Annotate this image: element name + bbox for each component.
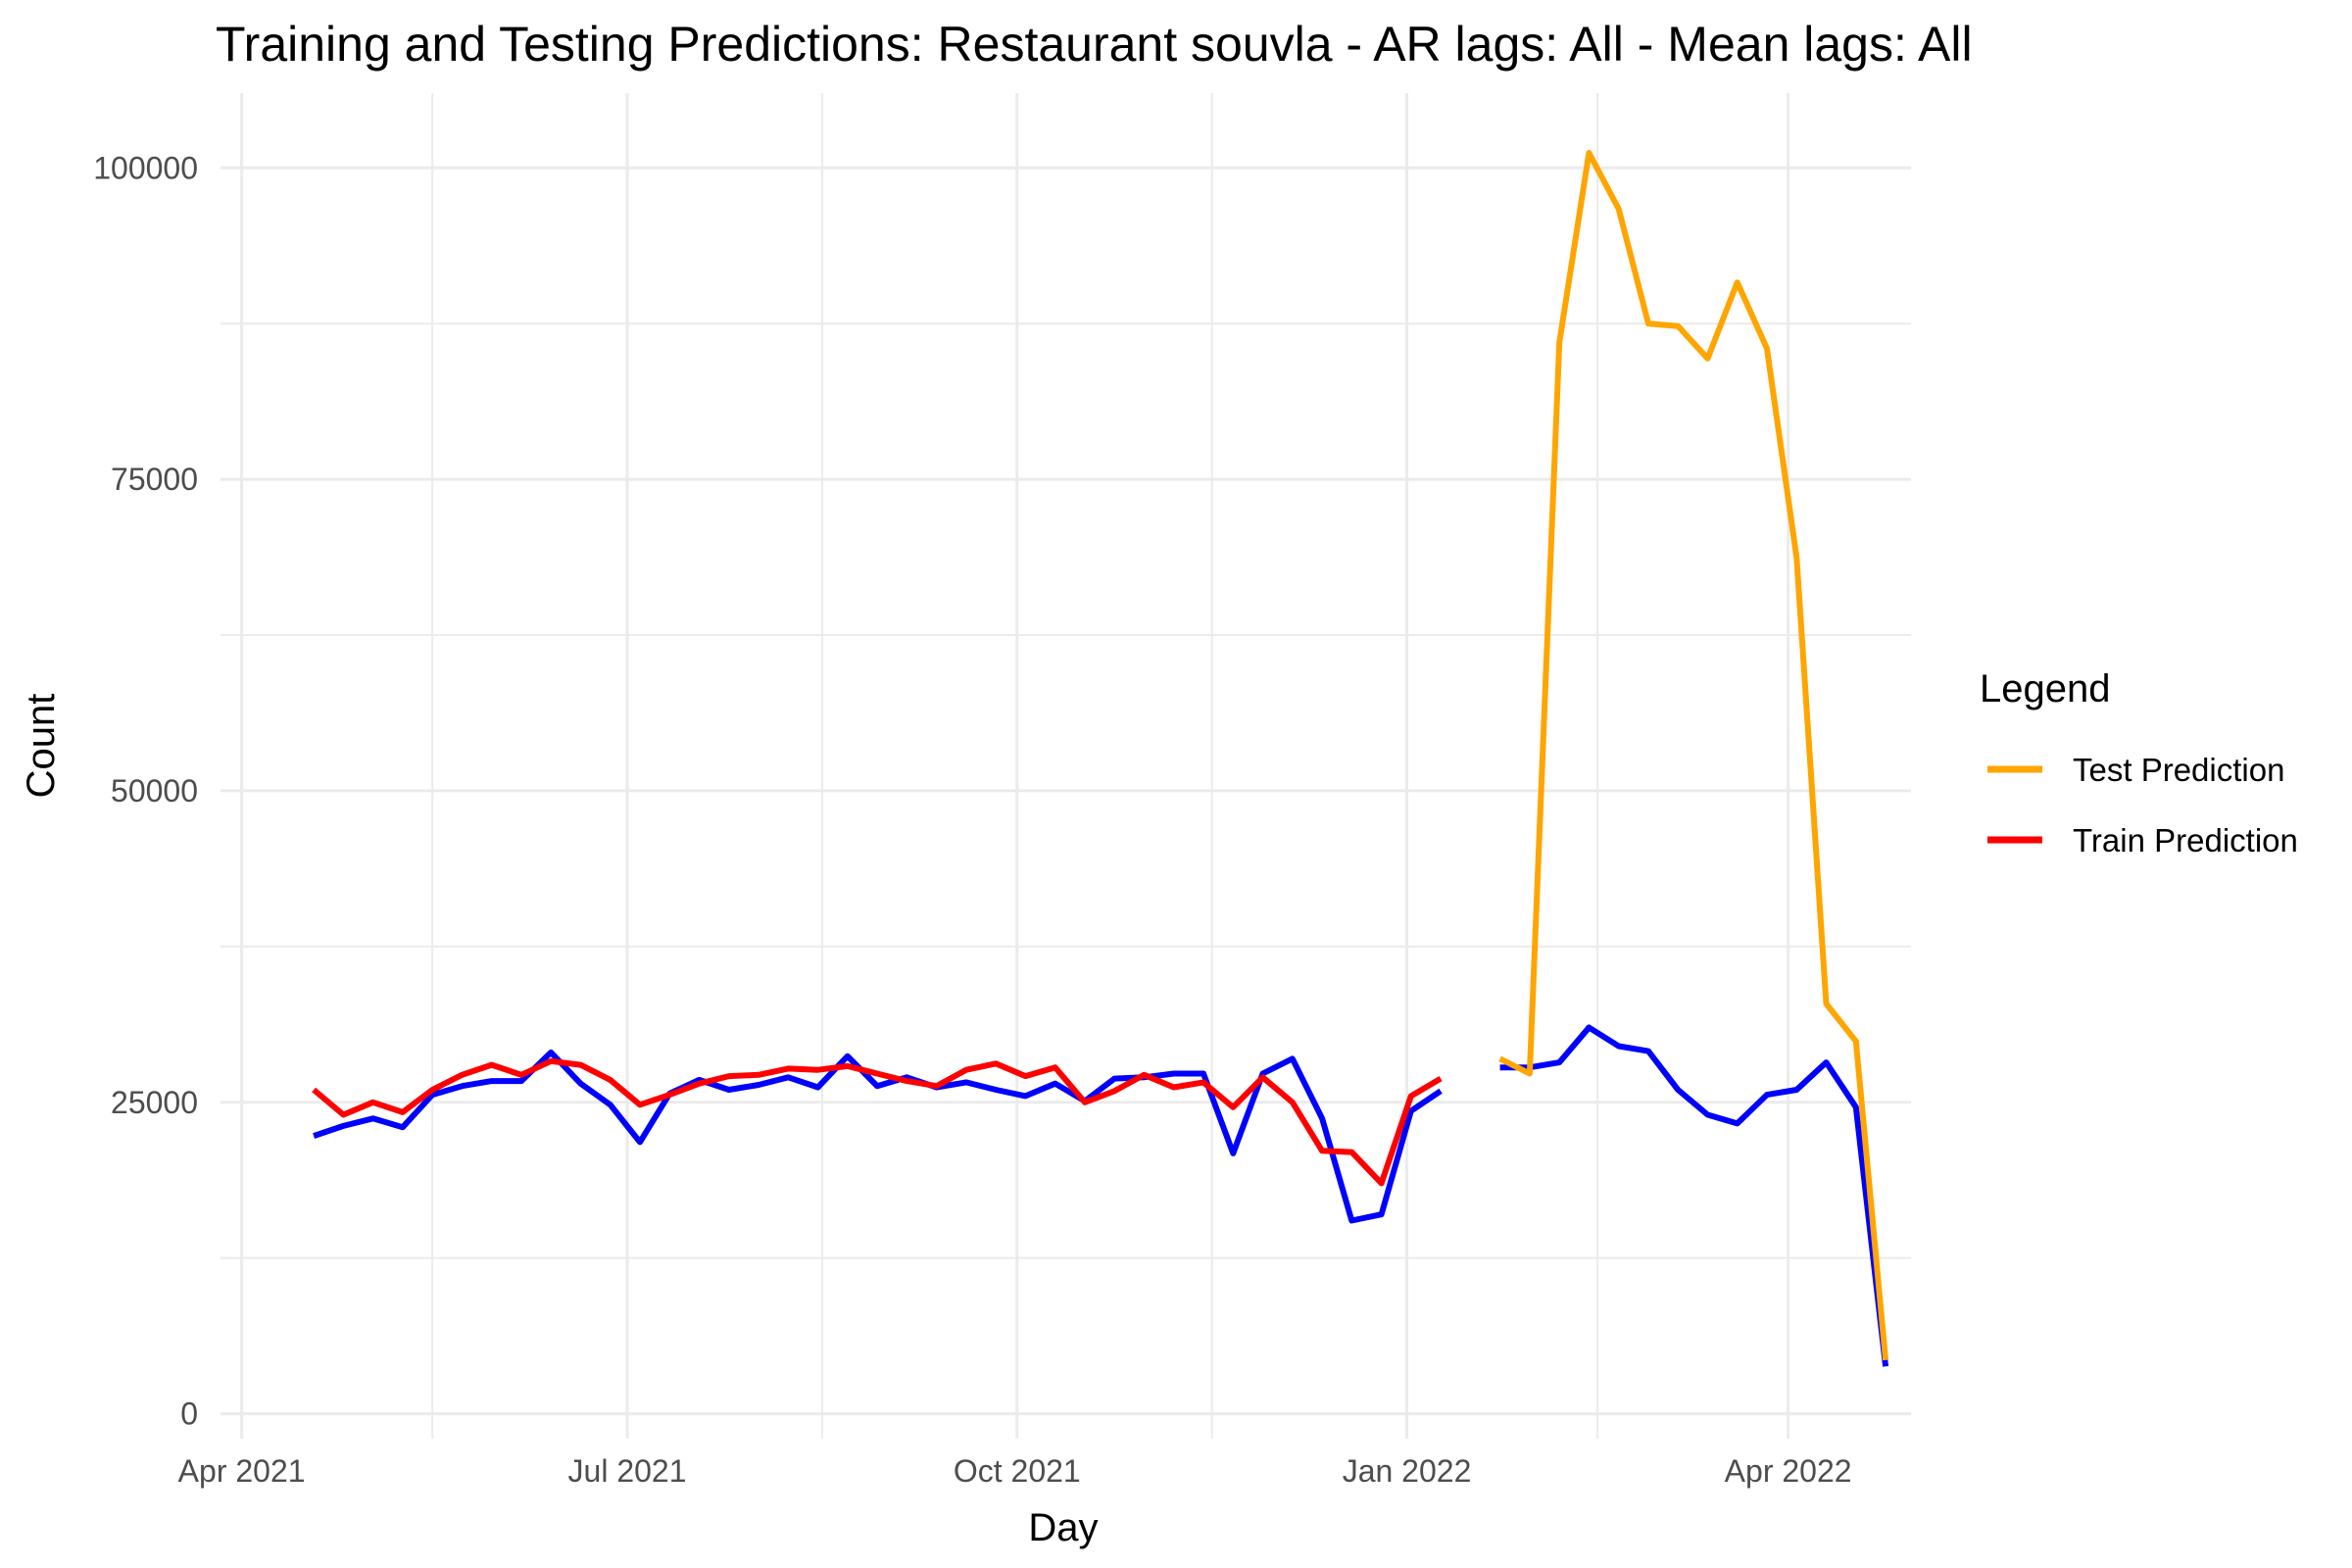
x-tick-label: Oct 2021: [954, 1453, 1081, 1489]
plot-series: [312, 150, 1889, 1367]
chart-title: Training and Testing Predictions: Restau…: [216, 17, 1973, 72]
x-tick-label: Jul 2021: [568, 1453, 687, 1489]
y-axis-tick-labels: 0 25000 50000 75000 100000: [93, 150, 198, 1431]
x-tick-label: Jan 2022: [1343, 1453, 1472, 1489]
test-prediction-line: [1498, 150, 1889, 1361]
x-tick-label: Apr 2021: [178, 1453, 306, 1489]
y-tick-label: 0: [180, 1396, 198, 1432]
x-axis-tick-labels: Apr 2021 Jul 2021 Oct 2021 Jan 2022 Apr 2022: [178, 1453, 1852, 1489]
train-prediction-line: [312, 1057, 1443, 1187]
legend: Legend Test Prediction Train Prediction: [1980, 667, 2298, 858]
y-tick-label: 75000: [111, 462, 198, 497]
legend-label: Train Prediction: [2073, 822, 2298, 858]
actual-test-line: [1499, 1024, 1889, 1367]
legend-entries: Test Prediction Train Prediction: [1987, 752, 2298, 858]
legend-title: Legend: [1980, 667, 2110, 710]
minor-gridlines: [220, 93, 1911, 1439]
x-axis-title: Day: [1028, 1506, 1098, 1549]
x-tick-label: Apr 2022: [1725, 1453, 1852, 1489]
actual-train-line: [313, 1049, 1443, 1224]
y-axis-title: Count: [20, 694, 63, 799]
y-tick-label: 50000: [111, 773, 198, 808]
y-tick-label: 100000: [93, 150, 198, 185]
y-tick-label: 25000: [111, 1085, 198, 1120]
legend-label: Test Prediction: [2073, 752, 2284, 788]
major-gridlines: [220, 93, 1911, 1439]
